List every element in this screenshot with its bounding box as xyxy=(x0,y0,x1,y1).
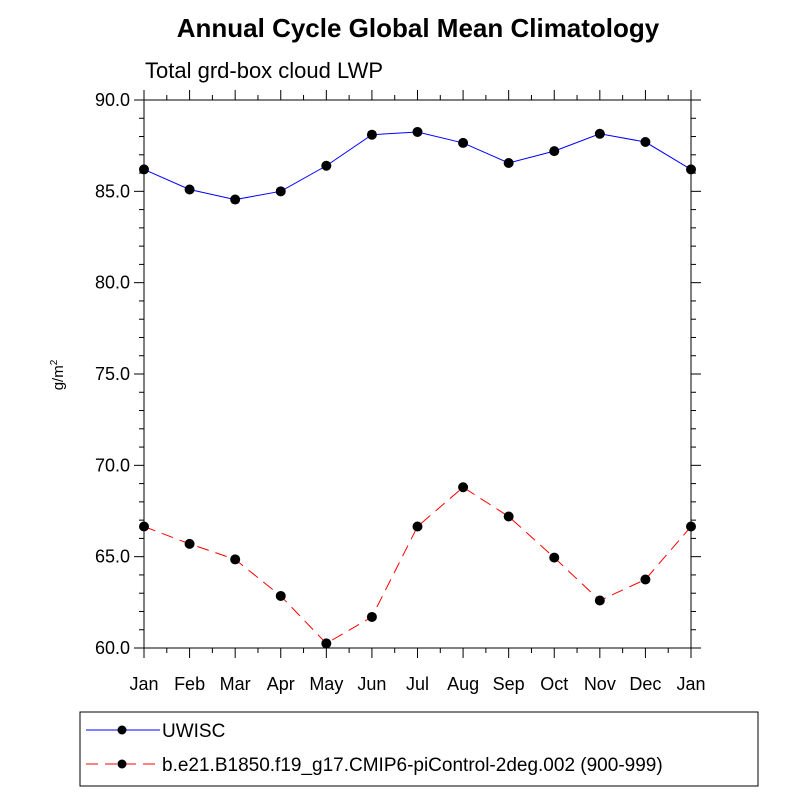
data-point xyxy=(184,538,195,549)
y-tick-label: 60.0 xyxy=(95,638,130,658)
x-tick-label: Jun xyxy=(357,674,386,694)
x-tick-label: Jan xyxy=(129,674,158,694)
data-point xyxy=(458,137,469,148)
data-point xyxy=(230,194,241,205)
y-tick-label: 65.0 xyxy=(95,547,130,567)
x-tick-label: May xyxy=(309,674,343,694)
data-point xyxy=(640,137,651,148)
y-axis-label-base: g/m xyxy=(50,365,67,390)
y-tick-label: 90.0 xyxy=(95,90,130,110)
series-line-1 xyxy=(143,486,692,645)
data-point xyxy=(549,146,560,157)
data-point xyxy=(412,521,423,532)
x-tick-label: Jul xyxy=(406,674,429,694)
data-point xyxy=(412,126,423,137)
data-point xyxy=(139,521,149,532)
y-axis-label-superscript: 2 xyxy=(49,359,60,365)
y-axis: 60.0 65.0 70.0 75.0 80.0 85.0 90.0 xyxy=(95,90,701,658)
data-point xyxy=(366,611,377,622)
legend: UWISC b.e21.B1850.f19_g17.CMIP6-piContro… xyxy=(79,711,759,787)
legend-label-cmip6: b.e21.B1850.f19_g17.CMIP6-piControl-2deg… xyxy=(162,755,663,776)
data-point xyxy=(458,482,469,493)
y-tick-label: 70.0 xyxy=(95,455,130,475)
legend-label-uwisc: UWISC xyxy=(162,721,225,742)
plot-border xyxy=(143,99,692,649)
data-point xyxy=(139,164,149,175)
data-point xyxy=(503,158,514,169)
data-point xyxy=(184,184,195,195)
legend-marker-cmip6 xyxy=(117,759,127,769)
data-point xyxy=(321,638,332,649)
data-point xyxy=(686,521,696,532)
data-point xyxy=(503,511,514,522)
data-point xyxy=(686,164,696,175)
legend-marker-uwisc xyxy=(117,725,127,735)
plot-area xyxy=(143,99,692,649)
x-tick-label: Aug xyxy=(447,674,479,694)
data-point xyxy=(275,186,286,197)
y-axis-label: g/m2 xyxy=(49,359,67,390)
x-tick-label: Apr xyxy=(267,674,295,694)
data-point xyxy=(549,552,560,563)
x-tick-label: Nov xyxy=(584,674,616,694)
x-tick-label: Dec xyxy=(629,674,661,694)
data-point xyxy=(230,554,241,565)
y-tick-label: 75.0 xyxy=(95,364,130,384)
chart-subtitle: Total grd-box cloud LWP xyxy=(145,58,383,83)
x-tick-label: Oct xyxy=(540,674,568,694)
legend-box xyxy=(79,711,759,787)
x-tick-label: Mar xyxy=(220,674,251,694)
data-point xyxy=(366,129,377,140)
data-point xyxy=(275,590,286,601)
x-axis: Jan Feb Mar Apr May Jun Jul Aug Sep Oct Nov Dec Jan xyxy=(129,90,706,694)
x-tick-label: Sep xyxy=(493,674,525,694)
series-layer xyxy=(139,126,696,649)
data-point xyxy=(594,595,605,606)
data-point xyxy=(594,128,605,139)
x-tick-label: Feb xyxy=(174,674,205,694)
x-tick-label: Jan xyxy=(676,674,705,694)
series-line-0 xyxy=(143,131,692,201)
chart-title: Annual Cycle Global Mean Climatology xyxy=(177,13,660,43)
data-point xyxy=(640,574,651,585)
y-tick-label: 85.0 xyxy=(95,181,130,201)
data-point xyxy=(321,160,332,171)
y-tick-label: 80.0 xyxy=(95,273,130,293)
